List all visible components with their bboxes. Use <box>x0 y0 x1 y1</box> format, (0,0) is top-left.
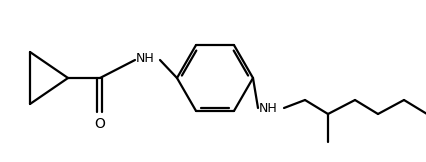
Text: O: O <box>94 117 105 131</box>
Text: NH: NH <box>136 52 154 65</box>
Text: NH: NH <box>259 102 277 115</box>
